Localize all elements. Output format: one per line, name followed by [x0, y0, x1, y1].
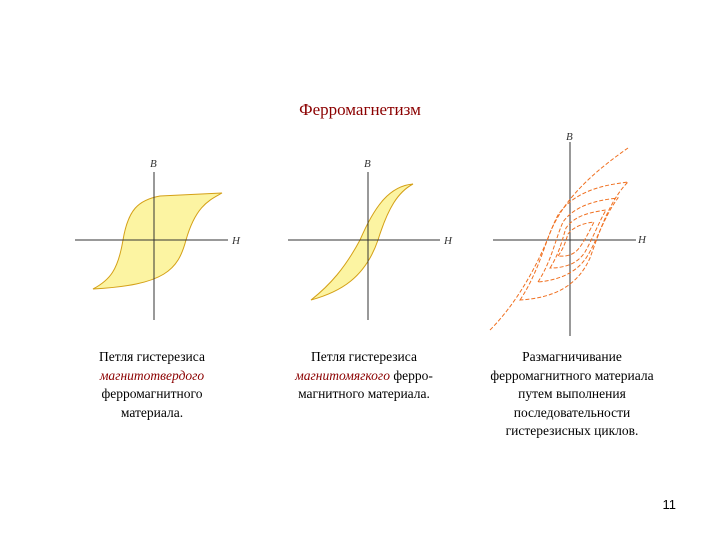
- demag-loop-1: [519, 181, 630, 301]
- demag-axis-h-label: H: [637, 234, 647, 246]
- hard-loop-figure: B H: [75, 158, 241, 320]
- demag-axis-b-label: B: [566, 131, 573, 143]
- page-number: 11: [662, 497, 677, 512]
- demag-loop-3: [549, 209, 607, 269]
- soft-loop-figure: B H: [288, 158, 453, 320]
- soft-hysteresis-loop: [310, 183, 414, 301]
- caption-hard-em: магнитотвердого: [99, 367, 205, 383]
- soft-axis-h-label: H: [443, 235, 453, 247]
- hard-axis-b-label: B: [150, 158, 157, 170]
- caption-hard-rest: ферромагнитного материала.: [101, 386, 203, 420]
- caption-soft: Петля гистерезиса магнитомягкого ферро-м…: [264, 348, 464, 404]
- caption-hard-line1: Петля гистерезиса: [99, 349, 205, 364]
- caption-hard: Петля гистерезиса магнитотвердого ферром…: [72, 348, 232, 422]
- demag-loop-4: [557, 221, 595, 257]
- caption-soft-line1: Петля гистерезиса: [311, 349, 417, 364]
- demag-outer-curve: [489, 147, 629, 331]
- demag-loop-2: [537, 197, 620, 283]
- hard-hysteresis-loop: [92, 192, 223, 290]
- hard-axis-h-label: H: [231, 235, 241, 247]
- soft-axis-b-label: B: [364, 158, 371, 170]
- slide-title: Ферромагнетизм: [299, 100, 421, 119]
- caption-soft-em: магнитомягкого: [295, 367, 390, 383]
- caption-soft-rest: ферро-магнитного материала.: [298, 367, 433, 402]
- caption-demag: Размагничивание ферромагнитного материал…: [490, 349, 654, 438]
- demag-figure: B H: [489, 131, 647, 336]
